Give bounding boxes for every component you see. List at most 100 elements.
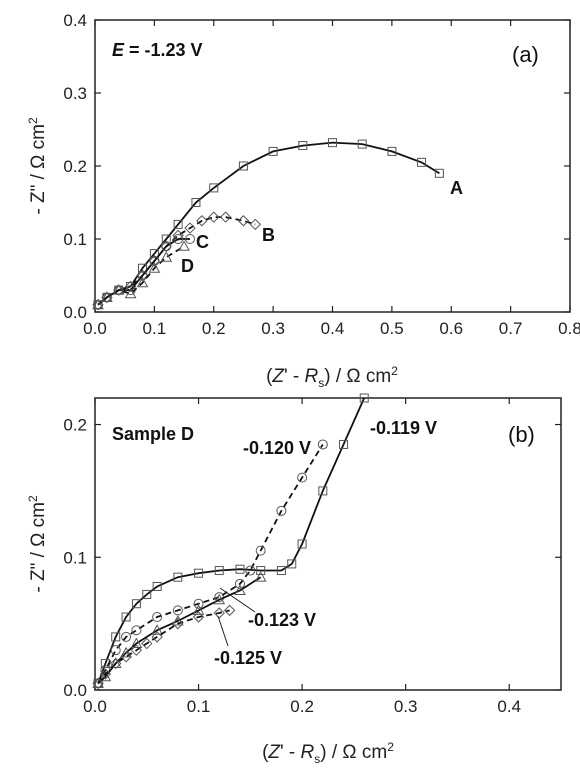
panel-a-data [92,138,444,311]
panel-b-series-1-point [234,578,245,589]
panel-a-series-3-point [148,262,161,273]
series-label-120: -0.120 V [243,438,311,458]
panel-b-series-3-point [223,604,236,617]
panel-b-series-2-point [92,677,104,688]
panel-a-series-3-point [136,276,149,288]
panel-b-series-3-point [192,611,205,623]
leader-123 [219,587,256,613]
panel-b-series-3-point [99,668,112,680]
panel-a-series-1-point [184,222,196,234]
panel-a-series-1-point [237,215,250,227]
panel-a-series-1-point [249,218,262,231]
panel-a-y-tick-label: 0.1 [63,230,87,249]
panel-b-series-3-point [213,607,225,619]
panel-a-y-tick-label: 0.0 [63,303,87,322]
panel-b-chart: 0.0 0.1 0.2 0.3 0.4 0.0 0.1 0.2 (b) Sample D -0… [26,393,562,766]
panel-a-y-tick-label: 0.4 [63,11,87,30]
panel-a-x-tick-label: 0.8 [558,319,580,338]
panel-b-series-3-point [172,617,184,630]
panel-b-y-tick-label: 0.2 [63,416,87,435]
panel-a-x-tick-label: 0.2 [202,319,226,338]
panel-a-series-0-fit-line [97,141,440,306]
panel-a-series-0-point [434,168,444,178]
panel-b-series-0-point [276,566,286,576]
panel-a-chart: 0.0 0.1 0.2 0.3 0.4 0.5 0.6 0.7 0.8 0.0 0.1 0.2 0.3 0… [26,11,580,390]
panel-a-series-0-point [417,157,427,167]
panel-b-series-0-point [235,564,245,574]
panel-b-x-tick-label: 0.0 [83,697,107,716]
panel-b-series-1-point [193,598,204,609]
panel-b-series-1-point [121,631,132,642]
panel-b-series-3-point [130,644,143,656]
panel-a-label: (a) [512,42,539,67]
panel-b-series-1-point [255,545,266,556]
panel-b-series-1-point [152,612,163,622]
panel-b-y-tick-label: 0.0 [63,681,87,700]
panel-b-series-0-point [287,559,297,569]
panel-b-series-3-point [141,637,153,650]
panel-b-series-0-point [318,486,328,496]
panel-b-series-0-fit-line [97,397,366,684]
series-label-d: D [181,256,194,276]
panel-a-series-0-point [191,198,201,207]
panel-a-y-tick-label: 0.2 [63,157,87,176]
panel-b-series-2-point [213,593,226,605]
panel-b-series-2-point [234,584,246,595]
panel-a-series-0-point [328,138,337,148]
panel-b-series-0-point [142,589,152,599]
panel-b-data [92,393,369,690]
panel-b-series-2-point [130,637,143,649]
panel-b-series-0-point [359,393,369,403]
panel-a-series-1-point [219,211,232,223]
panel-a-frame [94,19,571,313]
series-label-b: B [262,225,275,245]
panel-b-series-0-point [256,566,266,576]
series-label-119: -0.119 V [370,418,437,438]
panel-a-y-tick-label: 0.3 [63,84,87,103]
panel-b-y-tick-label: 0.1 [63,548,87,567]
panel-a-series-3-fit-line [97,245,185,306]
panel-a-series-0-point [387,146,397,156]
panel-a-series-0-point [161,234,171,244]
panel-a-x-tick-label: 0.0 [83,319,107,338]
panel-b-x-axis-title: (Z' - Rs) / Ω cm2 [262,740,394,766]
panel-a-x-axis-title: (Z' - Rs) / Ω cm2 [266,364,398,390]
series-label-125: -0.125 V [214,648,282,668]
panel-b-series-2-point [192,604,205,615]
panel-a-series-0-point [298,141,308,151]
panel-b-series-1-fit-line [97,444,324,684]
panel-a-series-3-point [92,298,104,310]
series-label-a: A [450,178,463,198]
panel-a-series-1-point [196,215,208,227]
panel-a-series-0-point [268,146,278,156]
panel-a-ticks: 0.0 0.1 0.2 0.3 0.4 0.5 0.6 0.7 0.8 0.0 0.1 0.2 0.3 0… [63,11,580,338]
panel-a-y-axis-title: - Z" / Ω cm2 [26,117,49,215]
panel-a-series-3-point [178,240,190,251]
panel-a-series-3-point [124,287,137,299]
panel-a-series-3-point [112,284,125,295]
panel-b-series-0-point [194,568,204,578]
panel-a-series-0-point [209,183,219,193]
panel-a-series-0-point [357,139,367,149]
panel-b-series-3-point [110,657,122,670]
panel-b-label: (b) [508,422,535,447]
panel-a-series-0-point [238,161,248,171]
panel-b-series-0-point [121,612,131,622]
panel-b-series-0-point [297,539,307,549]
panel-b-series-1-point [276,505,287,516]
leader-125 [217,615,229,647]
panel-a-series-1-point [208,211,220,223]
panel-a-series-2-point [149,255,160,266]
panel-a-x-tick-label: 0.1 [143,319,167,338]
panel-a-condition: E = -1.23 V [112,40,203,60]
panel-a-series-2-point [173,234,184,244]
panel-a-series-0-point [138,263,147,273]
panel-a-series-0-point [149,249,159,259]
panel-b-series-1-point [110,645,121,656]
panel-b-series-1-point [131,625,142,636]
panel-b-series-3-point [120,651,132,663]
panel-b-series-2-point [151,624,163,635]
panel-a-x-tick-label: 0.3 [261,319,285,338]
panel-b-series-1-point [245,565,256,576]
